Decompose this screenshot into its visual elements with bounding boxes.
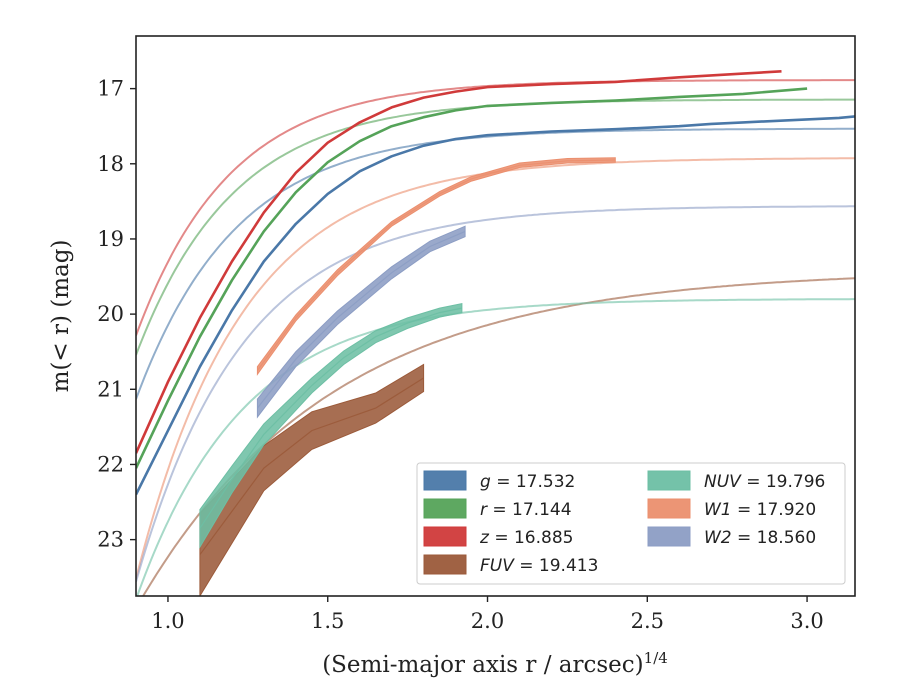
legend-swatch-fuv — [423, 554, 467, 575]
band-w2 — [256, 225, 466, 419]
legend-band-value: = 19.796 — [741, 472, 826, 492]
plot-frame — [135, 35, 856, 597]
legend-band-value: = 18.560 — [732, 528, 817, 548]
band-w1 — [256, 157, 616, 376]
legend-box — [416, 462, 846, 585]
legend-label-w1: W1 = 17.920 — [704, 500, 816, 520]
legend-band-value: = 16.885 — [489, 528, 574, 548]
y-tick-label: 23 — [97, 528, 124, 552]
legend-swatch-w2 — [647, 526, 691, 547]
x-tick-label: 1.5 — [311, 609, 344, 633]
legend-band-value: = 17.144 — [487, 500, 572, 520]
legend-label-g: g = 17.532 — [480, 472, 575, 492]
model-curve-nuv — [136, 298, 855, 596]
legend-band-value: = 17.920 — [732, 500, 817, 520]
legend-band-name: NUV — [704, 472, 742, 492]
y-axis-title: m(< r) (mag) — [48, 240, 74, 393]
x-axis-title-superscript: 1/4 — [644, 649, 668, 667]
data-line-fuv — [199, 377, 424, 556]
x-tick-label: 2.5 — [631, 609, 664, 633]
legend-label-w2: W2 = 18.560 — [704, 528, 816, 548]
data-line-nuv — [199, 307, 463, 529]
data-line-w1 — [256, 159, 616, 371]
y-tick-label: 17 — [97, 77, 124, 101]
legend-band-value: = 17.532 — [491, 472, 576, 492]
y-tick-label: 20 — [97, 302, 124, 326]
legend-band-value: = 19.413 — [514, 556, 599, 576]
legend-band-name: FUV — [480, 556, 515, 576]
data-line-z — [136, 70, 782, 454]
legend-swatch-w1 — [647, 498, 691, 519]
legend-band-name: W1 — [704, 500, 732, 520]
band-fuv — [199, 363, 425, 596]
y-tick-label: 19 — [97, 227, 124, 251]
legend-swatch-nuv — [647, 470, 691, 491]
legend-swatch-r — [423, 498, 467, 519]
model-curve-r — [136, 98, 855, 356]
data-line-g — [136, 115, 855, 496]
y-tick-label: 21 — [97, 377, 124, 401]
legend-band-name: z — [479, 528, 490, 548]
legend-label-z: z = 16.885 — [479, 528, 573, 548]
legend-swatch-z — [423, 526, 467, 547]
data-line-r — [136, 87, 808, 469]
x-axis-title: (Semi-major axis r / arcsec)1/4 — [322, 649, 668, 678]
legend-label-fuv: FUV = 19.413 — [480, 556, 598, 576]
legend-band-name: r — [480, 500, 488, 520]
legend-label-nuv: NUV = 19.796 — [704, 472, 825, 492]
legend-band-name: W2 — [704, 528, 732, 548]
x-tick-label: 2.0 — [471, 609, 504, 633]
x-tick-label: 3.0 — [790, 609, 823, 633]
y-tick-label: 18 — [97, 152, 124, 176]
data-line-w2 — [256, 230, 466, 409]
legend-band-name: g — [480, 472, 491, 492]
x-tick-label: 1.0 — [151, 609, 184, 633]
legend-label-r: r = 17.144 — [480, 500, 572, 520]
band-nuv — [199, 302, 463, 549]
y-tick-label: 22 — [97, 452, 124, 476]
model-curve-w2 — [136, 205, 855, 582]
legend-swatch-g — [423, 470, 467, 491]
